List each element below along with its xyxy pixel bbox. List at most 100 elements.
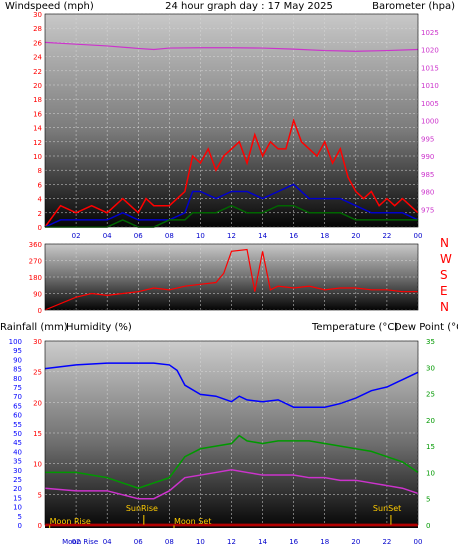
temperature-x-tick-label: 16 bbox=[289, 538, 298, 546]
humidity-y-tick-label: 5 bbox=[18, 513, 22, 521]
humidity-y-tick-label: 50 bbox=[13, 430, 22, 438]
rain-y-tick-label: 15 bbox=[33, 430, 42, 438]
wind-x-tick-label: 06 bbox=[134, 232, 143, 240]
humidity-y-tick-label: 55 bbox=[13, 421, 22, 429]
temperature-x-tick-label: 18 bbox=[320, 538, 329, 546]
wind-x-tick-label: 22 bbox=[382, 232, 391, 240]
humidity-y-tick-label: 70 bbox=[13, 393, 22, 401]
humidity-y-tick-label: 100 bbox=[9, 338, 22, 346]
barometer-y-tick-label: 990 bbox=[421, 153, 434, 161]
temperature-panel-border bbox=[44, 340, 419, 526]
wind-y-tick-label: 18 bbox=[33, 96, 42, 104]
temperature-x-tick-label: 04 bbox=[103, 538, 112, 546]
temperature-y-tick-label: 15 bbox=[426, 443, 435, 451]
barometer-y-tick-label: 1000 bbox=[421, 118, 439, 126]
wind-x-tick-label: 04 bbox=[103, 232, 112, 240]
humidity-y-tick-label: 40 bbox=[13, 448, 22, 456]
temperature-x-tick-label: 12 bbox=[227, 538, 236, 546]
wind-x-tick-label: 10 bbox=[196, 232, 205, 240]
humidity-series-line bbox=[44, 362, 419, 408]
wind-x-tick-label: 12 bbox=[227, 232, 236, 240]
humidity-y-tick-label: 75 bbox=[13, 384, 22, 392]
event-label: Moon Rise bbox=[62, 538, 98, 546]
humidity-y-tick-label: 90 bbox=[13, 356, 22, 364]
rainfall-axis-label: Rainfall (mm) bbox=[0, 322, 68, 333]
humidity-y-tick-label: 30 bbox=[13, 467, 22, 475]
wind-y-tick-label: 4 bbox=[38, 196, 43, 204]
temperature-x-tick-label: 06 bbox=[134, 538, 143, 546]
direction-y-tick-label: 0 bbox=[38, 307, 42, 315]
wind-y-tick-label: 16 bbox=[33, 110, 42, 118]
rain-y-tick-label: 5 bbox=[38, 491, 42, 499]
average-series-line bbox=[45, 204, 418, 228]
temperature-x-tick-label: 00 bbox=[414, 538, 423, 546]
wind-y-tick-label: 28 bbox=[33, 25, 42, 33]
direction-panel-border bbox=[44, 243, 419, 311]
wind-y-tick-label: 0 bbox=[38, 224, 42, 232]
direction-series-line bbox=[44, 248, 418, 311]
windspeed-series-line bbox=[44, 118, 419, 228]
direction-letter: N bbox=[440, 236, 449, 250]
humidity-y-tick-label: 10 bbox=[13, 504, 22, 512]
humidity-y-tick-label: 45 bbox=[13, 439, 22, 447]
rain-y-tick-label: 10 bbox=[33, 461, 42, 469]
temperature-y-tick-label: 10 bbox=[426, 469, 435, 477]
wind-y-tick-label: 14 bbox=[33, 125, 42, 133]
temperature-y-tick-label: 30 bbox=[426, 364, 435, 372]
barometer-y-tick-label: 1025 bbox=[421, 29, 439, 37]
humidity-axis-label: Humidity (%) bbox=[66, 322, 132, 333]
wind-y-tick-label: 2 bbox=[38, 210, 42, 218]
barometer-y-tick-label: 1005 bbox=[421, 100, 439, 108]
event-label: Moon Rise bbox=[50, 517, 91, 526]
humidity-y-tick-label: 35 bbox=[13, 458, 22, 466]
wind-x-tick-label: 18 bbox=[320, 232, 329, 240]
barometer-y-tick-label: 980 bbox=[421, 189, 434, 197]
wind-x-tick-label: 00 bbox=[414, 232, 423, 240]
humidity-y-tick-label: 85 bbox=[13, 366, 22, 374]
humidity-y-tick-label: 25 bbox=[13, 476, 22, 484]
direction-letter: S bbox=[440, 268, 448, 282]
temperature-x-tick-label: 08 bbox=[165, 538, 174, 546]
temperature-x-tick-label: 20 bbox=[351, 538, 360, 546]
temperature-y-tick-label: 0 bbox=[426, 522, 430, 530]
temperature-y-tick-label: 25 bbox=[426, 391, 435, 399]
wind-y-tick-label: 12 bbox=[33, 139, 42, 147]
direction-y-tick-label: 90 bbox=[33, 291, 42, 299]
wind-y-tick-label: 26 bbox=[33, 39, 42, 47]
wind-panel-border bbox=[44, 13, 419, 228]
barometer-y-tick-label: 1010 bbox=[421, 82, 439, 90]
temperature-x-tick-label: 10 bbox=[196, 538, 205, 546]
direction-y-tick-label: 360 bbox=[29, 241, 42, 249]
gust-series-line bbox=[44, 183, 419, 228]
direction-letter: E bbox=[440, 284, 448, 298]
wind-x-tick-label: 16 bbox=[289, 232, 298, 240]
barometer-series-line bbox=[44, 41, 419, 52]
wind-y-tick-label: 10 bbox=[33, 153, 42, 161]
barometer-y-tick-label: 975 bbox=[421, 206, 434, 214]
humidity-y-tick-label: 15 bbox=[13, 494, 22, 502]
dewpoint-series-line bbox=[44, 469, 419, 500]
temperature-y-tick-label: 20 bbox=[426, 417, 435, 425]
wind-y-tick-label: 24 bbox=[33, 54, 42, 62]
wind-x-tick-label: 02 bbox=[72, 232, 81, 240]
event-label: SunSet bbox=[373, 504, 401, 513]
direction-letter: N bbox=[440, 300, 449, 314]
wind-x-tick-label: 20 bbox=[351, 232, 360, 240]
wind-y-tick-label: 8 bbox=[38, 167, 42, 175]
barometer-y-tick-label: 995 bbox=[421, 135, 434, 143]
temperature-series-line bbox=[45, 434, 419, 489]
barometer-y-tick-label: 985 bbox=[421, 171, 434, 179]
temperature-x-tick-label: 22 bbox=[382, 538, 391, 546]
wind-y-tick-label: 6 bbox=[38, 181, 43, 189]
rain-y-tick-label: 0 bbox=[38, 522, 42, 530]
wind-y-tick-label: 30 bbox=[33, 11, 42, 19]
dewpoint-axis-label: Dew Point (°C bbox=[394, 322, 458, 333]
event-label: SunRise bbox=[126, 504, 158, 513]
barometer-axis-label: Barometer (hpa) bbox=[372, 1, 455, 12]
windspeed-axis-label: Windspeed (mph) bbox=[5, 1, 94, 12]
rain-y-tick-label: 20 bbox=[33, 399, 42, 407]
wind-y-tick-label: 22 bbox=[33, 68, 42, 76]
graph-title: 24 hour graph day : 17 May 2025 bbox=[165, 1, 333, 12]
